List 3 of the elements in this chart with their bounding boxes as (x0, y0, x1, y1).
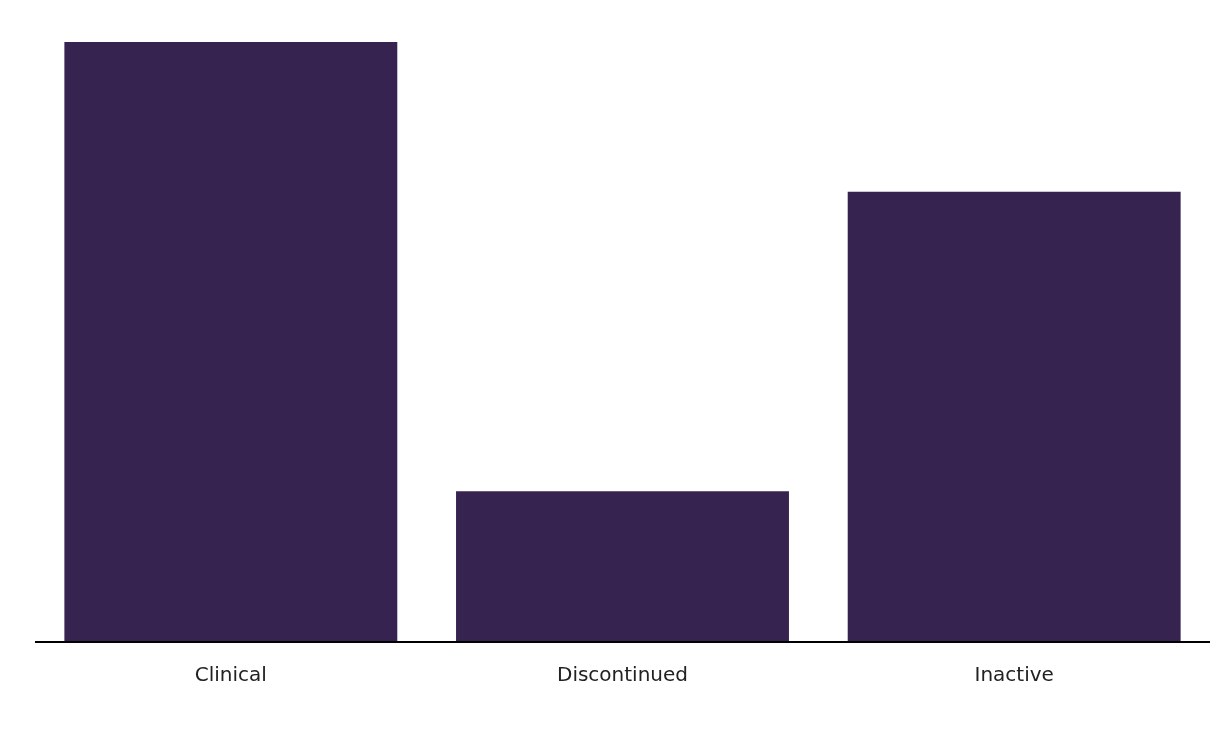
x-tick-label: Inactive (974, 661, 1054, 686)
x-tick-label: Discontinued (556, 661, 689, 686)
x-tick-label: Clinical (194, 661, 267, 686)
